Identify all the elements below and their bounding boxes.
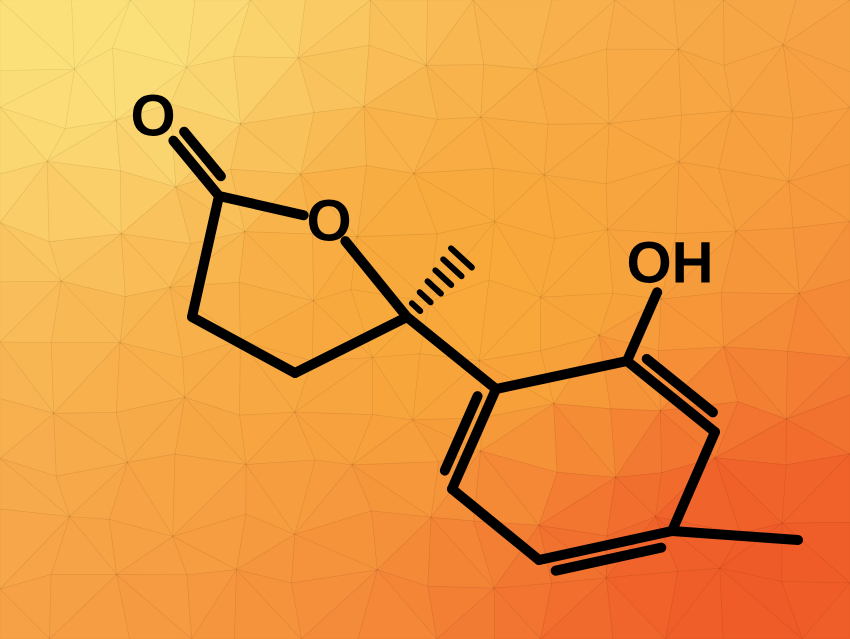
- atom-label-O_ring: O: [306, 188, 351, 255]
- atom-label-O_ketone: O: [130, 83, 175, 150]
- atom-label-OH: OH: [627, 230, 714, 297]
- molecule-diagram: O O OH: [0, 0, 850, 639]
- chemical-structure: [0, 0, 850, 639]
